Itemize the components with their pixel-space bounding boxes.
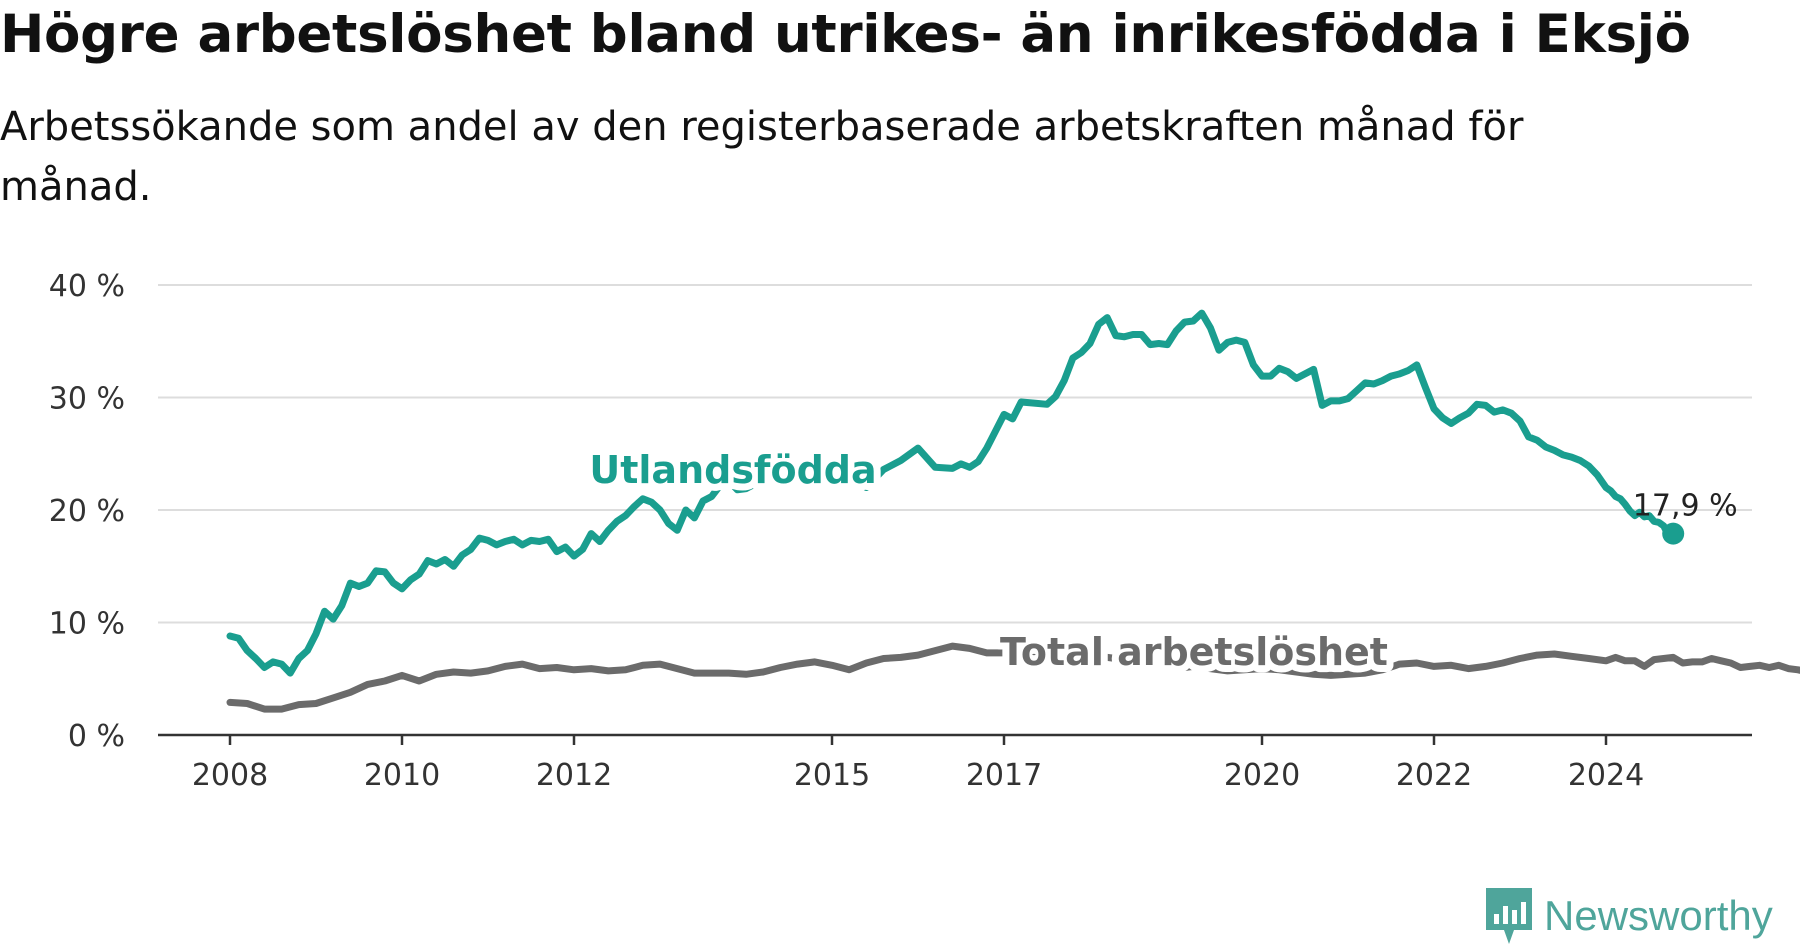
y-tick-label: 30 % [49,382,125,417]
x-tick-label: 2008 [192,758,268,793]
end-point-utlandsfodda [1662,522,1685,545]
newsworthy-logo: Newsworthy [1484,886,1773,946]
series-lines [226,309,1800,713]
x-axis-ticks: 2008 2010 2012 2015 2017 2020 2022 2024 [192,735,1644,793]
x-tick-label: 2017 [966,758,1042,793]
series-labels: 17,9 %6,5 %UtlandsföddaUtlandsföddaTotal… [582,441,1738,681]
y-tick-label: 40 % [49,269,125,304]
series-line-total [226,642,1800,713]
chart-subtitle: Arbetssökande som andel av den registerb… [0,104,1524,210]
x-tick-label: 2020 [1224,758,1300,793]
series-label-utlandsfodda: Utlandsfödda [589,448,876,492]
y-tick-label: 20 % [49,494,125,529]
x-tick-label: 2024 [1568,758,1644,793]
series-line-utlandsfodda [226,309,1677,677]
y-tick-label: 10 % [49,607,125,642]
x-tick-label: 2010 [364,758,440,793]
newsworthy-logo-text: Newsworthy [1544,892,1773,939]
series-label-total-halo: Total arbetslöshet [1000,630,1388,674]
end-value-utlandsfodda: 17,9 % [1633,489,1738,524]
x-tick-label: 2012 [536,758,612,793]
grid-lines [158,284,1752,737]
chart-title: Högre arbetslöshet bland utrikes- än inr… [0,4,1691,65]
x-tick-label: 2015 [794,758,870,793]
series-label-total: Total arbetslöshet [1000,630,1388,674]
x-tick-label: 2022 [1396,758,1472,793]
series-label-utlandsfodda-halo: Utlandsfödda [589,448,876,492]
y-tick-label: 0 % [68,719,125,754]
newsworthy-logo-icon [1486,888,1532,944]
y-axis-ticks: 0 % 10 % 20 % 30 % 40 % [49,269,125,754]
